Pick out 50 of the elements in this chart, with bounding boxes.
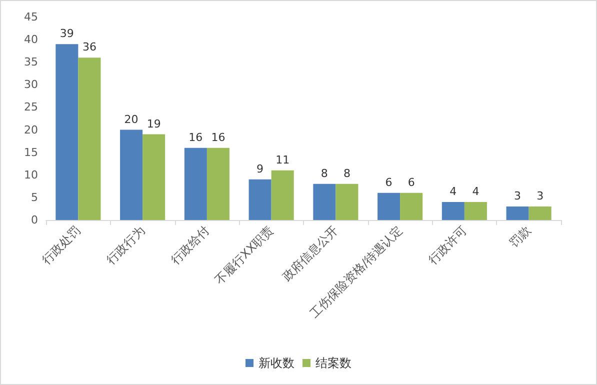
bar bbox=[313, 184, 336, 220]
bar bbox=[56, 44, 78, 220]
data-label: 3 bbox=[536, 189, 544, 202]
y-tick-label: 35 bbox=[24, 56, 38, 69]
x-tick-label: 行政行为 bbox=[104, 223, 148, 267]
y-tick-label: 40 bbox=[24, 33, 38, 46]
bar bbox=[506, 206, 529, 220]
legend-label: 新收数 bbox=[258, 356, 294, 370]
data-label: 20 bbox=[124, 112, 138, 126]
bar bbox=[142, 134, 166, 220]
bar bbox=[206, 148, 230, 220]
data-label: 3 bbox=[514, 189, 522, 202]
data-label: 11 bbox=[276, 153, 290, 166]
data-label: 19 bbox=[146, 117, 161, 130]
data-label: 39 bbox=[60, 27, 74, 40]
y-tick-label: 45 bbox=[24, 10, 38, 24]
data-label: 8 bbox=[343, 166, 350, 180]
bar bbox=[271, 170, 294, 220]
data-label: 16 bbox=[188, 130, 203, 144]
x-tick-label: 罚款 bbox=[506, 223, 534, 250]
bar bbox=[248, 179, 272, 220]
data-label: 6 bbox=[408, 176, 415, 189]
data-label: 16 bbox=[211, 130, 226, 144]
x-tick-label: 行政许可 bbox=[426, 223, 470, 267]
data-label: 36 bbox=[82, 40, 96, 54]
y-tick-label: 25 bbox=[24, 100, 38, 114]
x-tick-label: 行政给付 bbox=[168, 223, 212, 267]
data-label: 9 bbox=[256, 162, 264, 176]
bar bbox=[78, 58, 101, 220]
bar bbox=[378, 192, 400, 220]
y-tick-label: 5 bbox=[31, 190, 38, 204]
y-tick-label: 20 bbox=[24, 123, 38, 136]
bar bbox=[464, 202, 487, 220]
x-tick-label: 行政处罚 bbox=[39, 223, 84, 267]
legend-label: 结案数 bbox=[316, 356, 352, 370]
y-tick-label: 10 bbox=[24, 168, 38, 182]
data-label: 4 bbox=[450, 184, 457, 198]
y-tick-label: 15 bbox=[24, 146, 38, 159]
x-tick-label: 不履行XX职责 bbox=[212, 223, 276, 287]
data-label: 8 bbox=[320, 166, 328, 180]
y-tick-label: 0 bbox=[31, 214, 38, 226]
bar bbox=[184, 148, 207, 220]
bar bbox=[120, 130, 143, 220]
data-label: 4 bbox=[472, 184, 480, 198]
bar bbox=[336, 184, 358, 220]
bar bbox=[442, 202, 464, 220]
y-tick-label: 30 bbox=[24, 78, 38, 92]
data-label: 6 bbox=[385, 176, 392, 189]
bar bbox=[528, 206, 552, 220]
bar bbox=[400, 192, 423, 220]
